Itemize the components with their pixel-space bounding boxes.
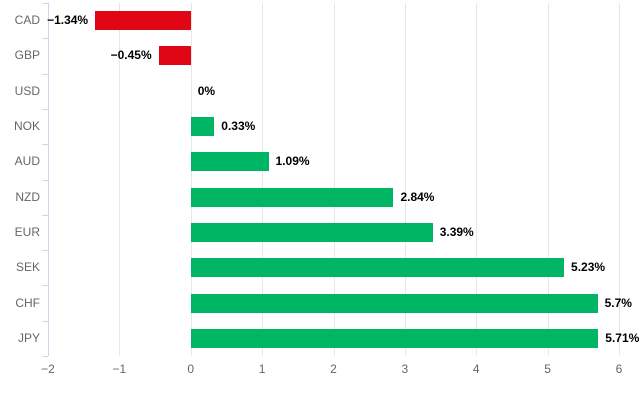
x-tick-label-5: 5: [544, 362, 551, 376]
category-label-jpy: JPY: [17, 331, 40, 345]
x-tick-label-3: 3: [401, 362, 409, 376]
y-axis-tick: [42, 356, 48, 357]
value-label-cad: −1.34%: [47, 13, 89, 27]
category-label-nzd: NZD: [15, 190, 40, 204]
category-label-aud: AUD: [14, 154, 40, 168]
x-tick-label-1: 1: [258, 362, 266, 376]
x-gridline: [547, 3, 549, 356]
category-label-cad: CAD: [14, 13, 40, 27]
value-label-nok: 0.33%: [221, 119, 256, 133]
value-label-chf: 5.7%: [604, 296, 632, 310]
bar-gbp[interactable]: [158, 46, 191, 65]
value-label-aud: 1.09%: [275, 154, 310, 168]
bar-nok[interactable]: [190, 117, 215, 136]
value-label-usd: 0%: [197, 84, 216, 98]
value-label-gbp: −0.45%: [110, 48, 152, 62]
y-axis-tick: [42, 74, 48, 75]
x-tick-label-−1: −1: [112, 362, 127, 376]
bar-cad[interactable]: [95, 11, 191, 30]
y-axis-tick: [42, 180, 48, 181]
y-axis-tick: [42, 38, 48, 39]
x-tick-label-4: 4: [472, 362, 480, 376]
y-axis-line: [48, 3, 49, 356]
value-label-eur: 3.39%: [439, 225, 474, 239]
x-tick-label-2: 2: [330, 362, 337, 376]
x-tick-label-−2: −2: [41, 362, 55, 376]
category-label-gbp: GBP: [14, 48, 40, 62]
x-gridline: [190, 3, 192, 356]
bar-eur[interactable]: [190, 223, 433, 242]
value-label-nzd: 2.84%: [400, 190, 435, 204]
bar-chf[interactable]: [190, 294, 598, 313]
y-axis-tick: [42, 250, 48, 251]
value-label-jpy: 5.71%: [605, 331, 640, 345]
y-axis-tick: [42, 215, 48, 216]
category-label-eur: EUR: [14, 225, 40, 239]
category-label-sek: SEK: [15, 260, 40, 274]
bar-sek[interactable]: [190, 258, 565, 277]
category-label-usd: USD: [14, 84, 40, 98]
category-label-nok: NOK: [13, 119, 40, 133]
x-tick-label-0: 0: [187, 362, 195, 376]
y-axis-tick: [42, 321, 48, 322]
x-gridline: [119, 3, 121, 356]
x-gridline: [619, 3, 620, 356]
category-label-chf: CHF: [15, 296, 40, 310]
bar-aud[interactable]: [190, 152, 269, 171]
y-axis-category-labels: CAD GBP USD NOK AUD NZD EUR SEK CHF JPY: [0, 3, 40, 356]
bar-nzd[interactable]: [190, 188, 394, 207]
x-gridline: [476, 3, 478, 356]
y-axis-tick: [42, 109, 48, 110]
x-gridline: [404, 3, 406, 356]
y-axis-tick: [42, 3, 48, 4]
plot-area: −1.34% −0.45% 0% 0.33% 1.09% 2.84% 3.39% 5.23% 5…: [42, 3, 639, 357]
y-axis-tick: [42, 285, 48, 286]
x-gridline: [333, 3, 335, 356]
x-gridline: [262, 3, 264, 356]
x-tick-label-6: 6: [615, 362, 623, 376]
y-axis-tick: [42, 144, 48, 145]
bar-jpy[interactable]: [190, 329, 599, 348]
value-label-sek: 5.23%: [571, 260, 606, 274]
